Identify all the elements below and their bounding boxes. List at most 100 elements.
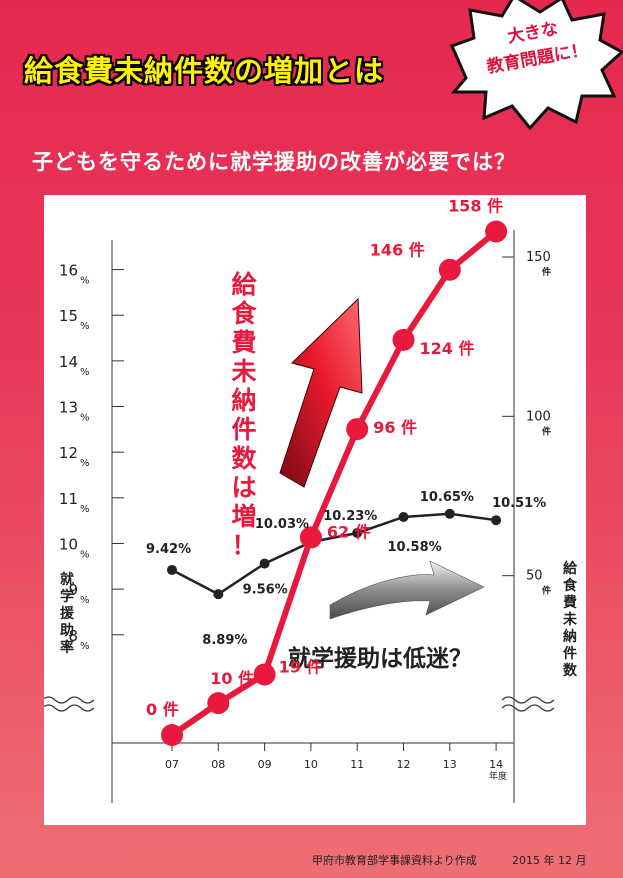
rate-point [213,589,224,600]
rising-annotation-text: 件 [231,415,256,444]
rate-point [352,527,363,538]
x-axis-unit: 年度 [489,770,507,782]
axis-break-mark [44,696,95,704]
left-tick-label: 14 [59,353,78,371]
left-tick-unit: % [80,276,90,287]
count-point [253,663,276,686]
left-tick-label: 10 [59,535,78,553]
count-point [485,220,508,243]
rising-arrow [279,297,363,488]
rate-point [167,564,177,575]
count-data-label: 96 件 [373,418,417,437]
left-tick-label: 8 [68,627,78,645]
rate-data-label: 10.51% [492,496,546,511]
left-tick-label: 16 [59,262,78,280]
count-data-label: 10 件 [210,669,254,688]
count-point [392,328,415,351]
rate-data-label: 9.56% [243,583,288,598]
rate-point [398,512,409,522]
left-axis-title: 就 [60,571,74,588]
left-tick-unit: % [80,504,90,515]
count-data-label: 124 件 [420,339,475,358]
left-tick-unit: % [80,595,90,606]
left-tick-label: 11 [59,490,78,508]
right-axis-title: 件 [563,645,577,662]
axis-break-mark [501,696,555,704]
rising-annotation-text: ！ [231,531,256,560]
right-axis-title: 給 [563,560,578,577]
left-axis-title: 援 [60,605,75,622]
count-point [207,692,230,715]
rate-data-label: 10.65% [420,490,474,505]
date-note: 2015 年 12 月 [512,854,587,867]
count-data-label: 19 件 [279,657,323,676]
rate-point [491,515,502,526]
left-tick-unit: % [80,413,90,424]
right-tick-unit: 件 [542,585,551,597]
axis-break-mark [44,704,95,712]
right-tick-unit: 件 [542,425,551,437]
x-tick-label: 13 [443,758,457,771]
source-note: 甲府市教育部学事課資料より作成 [312,854,477,867]
rate-data-label: 8.89% [202,633,247,648]
rising-annotation-text: 未 [231,357,256,386]
x-tick-label: 12 [397,758,411,771]
count-data-label: 62 件 [327,522,371,541]
rising-annotation-text: 増 [231,502,256,531]
left-tick-unit: % [80,321,90,332]
speech-bubble [449,0,623,130]
count-data-label: 158 件 [448,197,503,216]
rate-point [444,508,455,519]
rate-series-line [171,512,497,596]
x-tick-label: 08 [211,758,225,771]
rising-annotation-text: 費 [230,328,256,357]
right-axis-title: 食 [563,577,578,594]
left-axis-title: 学 [60,588,74,605]
right-axis-title: 費 [563,594,577,611]
count-point [299,526,322,549]
x-tick-label: 14 [489,758,503,771]
flat-annotation-text: 就学援助は低迷？ [288,645,472,672]
left-tick-unit: % [80,641,90,652]
x-tick-label: 10 [304,758,318,771]
left-tick-label: 15 [59,307,78,325]
rate-data-label: 10.58% [388,540,442,555]
x-tick-label: 07 [165,758,179,771]
page-title: 給食費未納件数の増加とは [24,54,385,88]
count-point [438,258,461,281]
rate-data-label: 10.23% [323,509,377,524]
x-tick-label: 11 [350,758,364,771]
count-data-label: 0 件 [146,700,179,719]
x-tick-label: 09 [258,758,272,771]
axis-break-mark [501,704,555,712]
right-tick-label: 150 [526,250,551,265]
right-axis-title: 未 [563,611,578,628]
count-point [161,724,183,746]
rate-data-label: 10.03% [255,517,309,532]
left-tick-unit: % [80,367,90,378]
count-data-label: 146 件 [370,241,425,260]
rising-annotation-text: 食 [231,299,257,328]
rising-annotation-text: 数 [231,444,257,473]
right-tick-label: 50 [526,569,543,584]
left-tick-label: 12 [59,444,78,462]
count-point [346,418,369,441]
rising-annotation-text: は [231,473,256,502]
left-tick-label: 9 [68,581,78,599]
left-tick-unit: % [80,549,90,560]
chart-panel: 8% 9% 10% 11% 12% 13% 14% 15% 16% 50 件 100 件 150 件 07 08… [44,195,586,825]
rate-point [259,558,270,569]
rising-annotation-text: 納 [231,386,256,415]
left-tick-label: 13 [59,399,78,417]
rate-data-label: 9.42% [146,542,191,557]
flat-arrow [329,560,485,620]
rising-annotation-text: 給 [231,270,257,299]
right-axis-title: 数 [563,662,578,679]
right-axis-title: 納 [563,628,577,645]
right-tick-unit: 件 [542,266,551,278]
right-tick-label: 100 [526,409,551,424]
left-axis-title: 助 [60,622,74,639]
page-subtitle: 子どもを守るために就学援助の改善が必要では？ [32,150,516,174]
left-axis-title: 率 [60,639,74,656]
